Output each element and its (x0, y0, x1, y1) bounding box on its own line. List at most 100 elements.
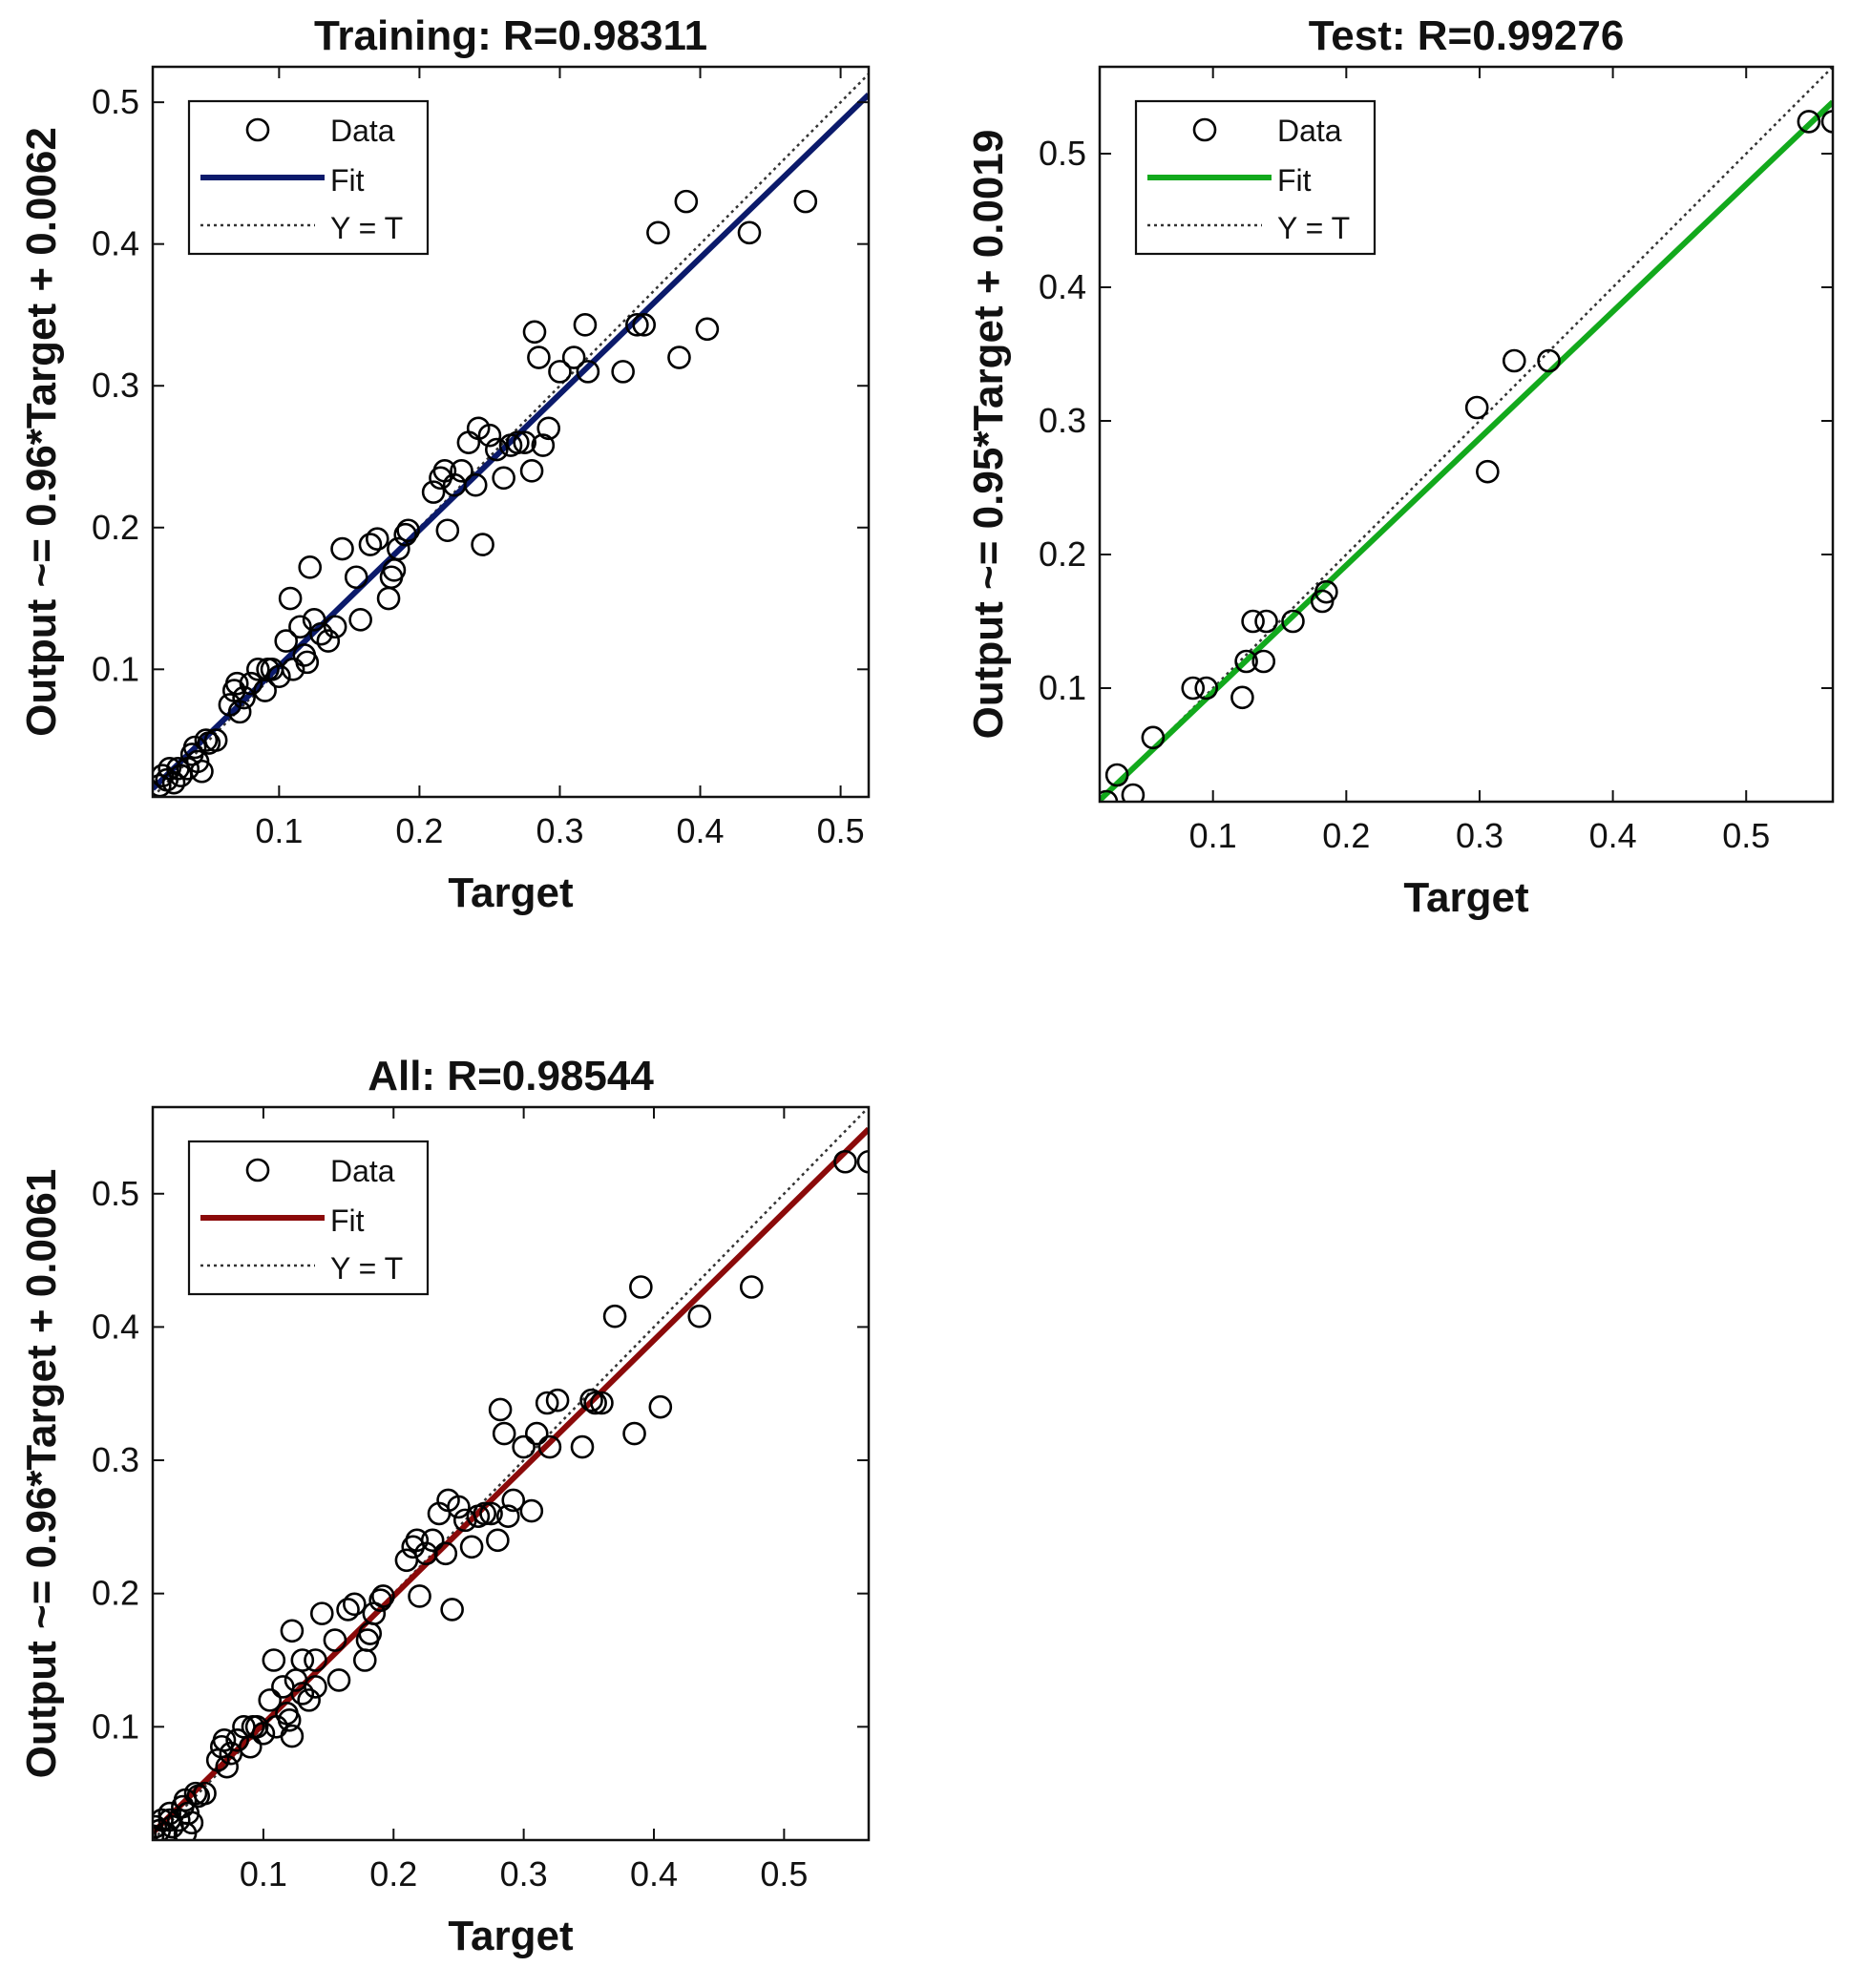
data-point (1476, 459, 1500, 484)
data-point (459, 1535, 484, 1559)
data-point (358, 533, 383, 556)
data-point (1537, 348, 1561, 373)
data-point (330, 536, 354, 561)
data-point (227, 700, 252, 724)
data-point (537, 1434, 562, 1459)
data-point (190, 759, 214, 784)
data-point (280, 1724, 305, 1748)
y-axis-label: Output ~= 0.96*Target + 0.0061 (18, 1169, 65, 1779)
legend-data-label: Data (1277, 114, 1342, 148)
data-points (153, 1149, 869, 1840)
chart-title: Test: R=0.99276 (1309, 12, 1625, 59)
y-tick-label: 0.5 (1039, 134, 1086, 173)
data-point (492, 1421, 516, 1446)
legend-data-marker (1192, 117, 1217, 142)
data-point (183, 1781, 208, 1806)
training-chart-svg: Training: R=0.98311 0.1 0.2 0.3 0.4 0.5 0.1 0.2… (18, 12, 871, 916)
data-point (393, 522, 418, 547)
chart-title: Training: R=0.98311 (314, 12, 707, 59)
data-point (513, 430, 537, 454)
data-point (295, 650, 320, 675)
data-point (1104, 763, 1129, 787)
data-point (1254, 609, 1278, 634)
legend-identity-label: Y = T (330, 211, 403, 245)
data-point (290, 1648, 315, 1672)
y-tick-label: 0.3 (1039, 401, 1086, 440)
data-point (501, 1488, 526, 1513)
x-tick-label: 0.2 (369, 1854, 417, 1894)
plot-content (153, 72, 869, 797)
data-point (1181, 676, 1206, 701)
legend-identity-label: Y = T (330, 1251, 403, 1286)
data-point (519, 1498, 544, 1523)
data-point (545, 1388, 570, 1413)
data-point (576, 360, 600, 384)
data-point (695, 317, 720, 342)
data-point (344, 565, 368, 590)
data-point (536, 416, 561, 441)
data-point (1141, 725, 1166, 750)
x-tick-label: 0.3 (1456, 816, 1503, 855)
x-tick-label: 0.3 (536, 811, 583, 850)
data-point (290, 1682, 315, 1705)
all-regression-plot: All: R=0.98544 0.1 0.2 0.3 0.4 0.5 0.1 0.2 0.3 0.… (0, 1040, 888, 1988)
data-point (447, 1495, 471, 1519)
data-point (298, 555, 323, 579)
x-tick-label: 0.1 (255, 811, 303, 850)
y-axis-label: Output ~= 0.95*Target + 0.0019 (965, 130, 1012, 740)
x-tick-label: 0.4 (677, 811, 725, 850)
data-point (414, 1541, 438, 1566)
data-point (1281, 609, 1305, 634)
legend: Data Fit Y = T (1134, 99, 1377, 256)
data-point (531, 433, 556, 457)
x-axis-label: Target (448, 1913, 574, 1959)
legend-identity-label: Y = T (1277, 211, 1350, 245)
data-point (173, 1821, 198, 1840)
legend: Data Fit Y = T (187, 99, 430, 256)
data-point (343, 1592, 367, 1617)
data-point (251, 1721, 276, 1746)
data-point (1502, 348, 1526, 373)
data-point (225, 1727, 249, 1752)
data-point (302, 608, 326, 632)
x-tick-label: 0.1 (1189, 816, 1237, 855)
data-point (1797, 110, 1821, 134)
axis-ticks: 0.1 0.2 0.3 0.4 0.5 0.1 0.2 0.3 0.4 0.5 (92, 1107, 869, 1894)
data-point (477, 423, 502, 448)
chart-title: All: R=0.98544 (368, 1053, 654, 1099)
data-point (326, 1668, 351, 1692)
data-point (602, 1304, 627, 1329)
data-point (387, 536, 410, 561)
data-point (368, 1588, 392, 1612)
y-tick-label: 0.4 (1039, 267, 1086, 306)
data-point (323, 615, 347, 639)
y-tick-label: 0.3 (92, 1440, 139, 1479)
test-regression-plot: Test: R=0.99276 0.1 0.2 0.3 0.4 0.5 0.1 0.2 0.3 0… (945, 0, 1850, 954)
data-point (674, 189, 699, 214)
data-point (371, 1584, 395, 1608)
y-tick-label: 0.1 (92, 1706, 139, 1746)
data-point (519, 459, 544, 483)
data-point (473, 1501, 497, 1526)
data-point (535, 1391, 559, 1415)
data-point (833, 1149, 857, 1174)
plot-frame (151, 65, 871, 799)
data-point (667, 345, 691, 369)
data-point (561, 345, 586, 369)
y-tick-label: 0.2 (92, 1574, 139, 1613)
data-point (506, 430, 530, 454)
data-point (629, 1275, 653, 1299)
data-point (527, 345, 551, 369)
data-point (548, 360, 572, 384)
data-point (158, 1801, 182, 1826)
data-point (463, 472, 488, 497)
axis-ticks: 0.1 0.2 0.3 0.4 0.5 0.1 0.2 0.3 0.4 0.5 (92, 67, 869, 850)
data-point (316, 629, 341, 653)
data-point (203, 728, 228, 752)
data-point (1820, 110, 1833, 134)
data-points (1100, 110, 1833, 802)
x-tick-label: 0.5 (1722, 816, 1770, 855)
data-point (1234, 649, 1258, 674)
x-tick-label: 0.5 (817, 811, 865, 850)
